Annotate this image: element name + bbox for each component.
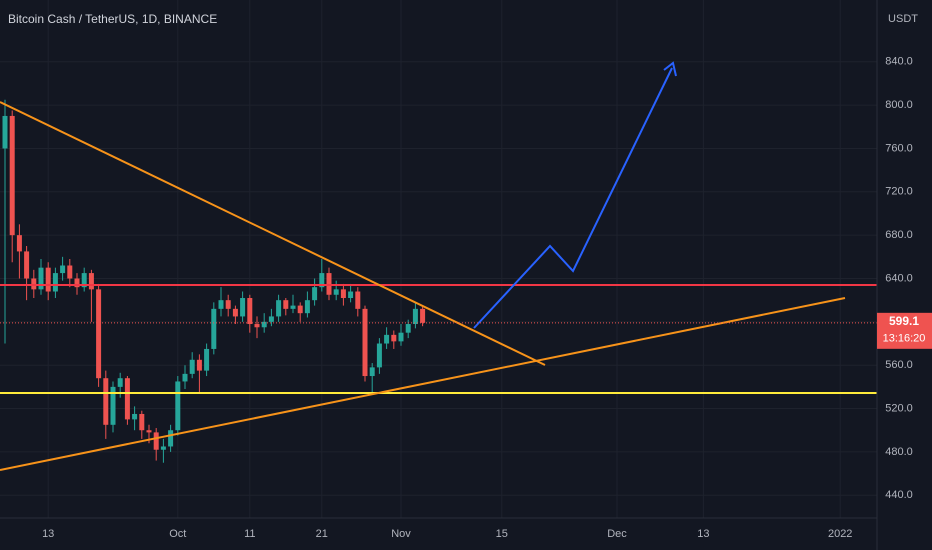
countdown-label: 13:16:20	[883, 333, 926, 345]
candle-body	[297, 305, 303, 314]
trend-line-up	[0, 297, 846, 471]
candle-body	[384, 334, 390, 344]
candle-body	[211, 308, 217, 349]
y-tick-label: 840.0	[885, 56, 913, 68]
last-price-label: 599.1	[889, 314, 919, 328]
candle-body	[160, 446, 166, 450]
candle-body	[261, 321, 267, 328]
candle-body	[304, 300, 310, 314]
candle-body	[362, 308, 368, 377]
candle-body	[124, 378, 130, 420]
candle-body	[175, 381, 181, 431]
candle-body	[420, 308, 426, 323]
candle-body	[276, 300, 282, 317]
candle-body	[290, 305, 296, 309]
candle-body	[153, 432, 159, 450]
candle-body	[132, 413, 138, 420]
candle-body	[2, 115, 8, 149]
candle-body	[60, 265, 66, 274]
candle-body	[31, 278, 37, 290]
candle-body	[204, 348, 210, 371]
candle-body	[376, 343, 382, 368]
axis-labels: 440.0480.0520.0560.0600.0640.0680.0720.0…	[42, 56, 913, 540]
y-tick-label: 440.0	[885, 489, 913, 501]
candle-body	[182, 373, 188, 382]
x-tick-label: 21	[316, 528, 328, 540]
candle-body	[268, 316, 274, 322]
y-tick-label: 520.0	[885, 402, 913, 414]
candle-body	[81, 273, 87, 288]
candle-body	[103, 378, 109, 425]
candle-body	[319, 273, 325, 288]
candle-body	[24, 251, 30, 279]
y-tick-label: 680.0	[885, 229, 913, 241]
candle-body	[391, 334, 397, 342]
candle-body	[196, 359, 202, 371]
candle-body	[225, 300, 231, 309]
x-tick-label: 11	[244, 528, 255, 540]
x-tick-label: 15	[496, 528, 508, 540]
grid	[0, 0, 877, 518]
candle-body	[117, 378, 123, 387]
projection-arrow	[473, 67, 673, 329]
candle-body	[412, 308, 418, 325]
trend-line-down	[0, 101, 546, 366]
candle-body	[52, 273, 58, 292]
candle-body	[232, 308, 238, 317]
candle-body	[96, 289, 102, 379]
x-tick-label: Oct	[169, 528, 186, 540]
candle-body	[348, 291, 354, 299]
candle-body	[312, 287, 318, 301]
candle-body	[16, 235, 22, 252]
currency-label[interactable]: USDT	[888, 13, 918, 25]
candle-body	[240, 298, 246, 317]
x-tick-label: 13	[42, 528, 54, 540]
candle-body	[218, 300, 224, 309]
y-tick-label: 800.0	[885, 99, 913, 111]
candle-body	[139, 413, 145, 431]
time-axis	[0, 518, 877, 550]
y-tick-label: 640.0	[885, 272, 913, 284]
candle-body	[247, 298, 253, 325]
candle-body	[340, 289, 346, 299]
candle-body	[9, 115, 15, 236]
candle-body	[333, 289, 339, 295]
candle-body	[355, 291, 361, 309]
y-tick-label: 480.0	[885, 446, 913, 458]
y-tick-label: 560.0	[885, 359, 913, 371]
chart-title: Bitcoin Cash / TetherUS, 1D, BINANCE	[8, 12, 217, 26]
candles	[2, 99, 426, 463]
candle-body	[168, 430, 174, 447]
candle-body	[146, 430, 152, 433]
y-tick-label: 760.0	[885, 142, 913, 154]
x-tick-label: Dec	[607, 528, 627, 540]
candle-body	[67, 265, 73, 279]
candle-body	[189, 359, 195, 374]
x-tick-label: Nov	[391, 528, 411, 540]
candle-body	[74, 278, 80, 288]
candle-body	[283, 300, 289, 309]
candle-body	[38, 267, 44, 290]
arrow-head	[663, 61, 677, 77]
candle-body	[326, 273, 332, 295]
candle-body	[45, 267, 51, 292]
candle-body	[398, 332, 404, 342]
last-price-box	[877, 312, 932, 349]
candle-body	[405, 324, 411, 333]
candle-body	[88, 273, 94, 290]
price-axis	[877, 0, 932, 550]
candle-body	[369, 367, 375, 377]
candle-body	[110, 386, 116, 425]
x-tick-label: 13	[697, 528, 709, 540]
candle-body	[254, 324, 260, 328]
x-tick-label: 2022	[828, 528, 852, 540]
y-tick-label: 720.0	[885, 186, 913, 198]
